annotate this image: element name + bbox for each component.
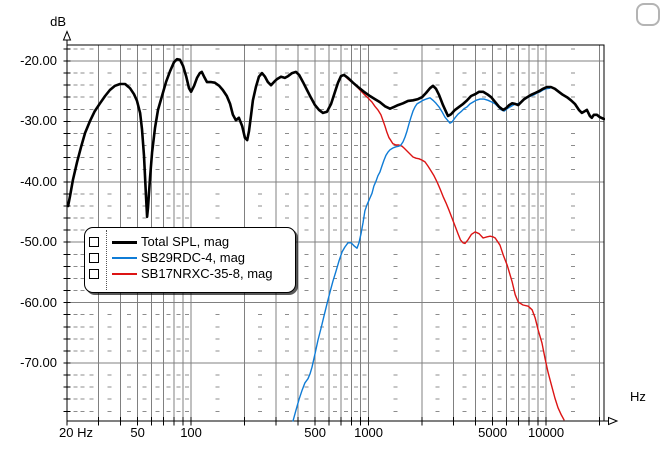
legend-checkbox-sb17nrxc-35-8[interactable] [89, 269, 99, 279]
x-tick-label: 500 [304, 425, 326, 440]
y-axis-unit-label: dB [50, 14, 66, 29]
y-tick-label: -70.00 [20, 355, 57, 370]
y-tick-label: -60.00 [20, 294, 57, 310]
legend-row-sb29rdc-4: SB29RDC-4, mag [85, 250, 295, 266]
x-tick-label: 10000 [527, 425, 565, 440]
legend-label-total-spl: Total SPL, mag [141, 234, 230, 249]
x-tick-label: 1000 [354, 425, 384, 440]
x-tick-label: 5000 [478, 425, 508, 440]
legend-label-sb29rdc-4: SB29RDC-4, mag [141, 250, 246, 265]
legend-label-sb17nrxc-35-8: SB17NRXC-35-8, mag [141, 266, 273, 281]
legend-box: Total SPL, mag SB29RDC-4, mag SB17NRXC-35-… [84, 227, 296, 293]
y-tick-label: -30.00 [20, 113, 57, 129]
legend-line-sample-sb17nrxc-35-8 [112, 273, 137, 275]
corner-widget[interactable] [636, 3, 660, 26]
legend-line-sample-total-spl [112, 240, 137, 244]
x-axis-unit-label: Hz [630, 389, 646, 404]
legend-separator-line [106, 230, 107, 290]
legend-row-sb17nrxc-35-8: SB17NRXC-35-8, mag [85, 266, 295, 282]
legend-checkbox-sb29rdc-4[interactable] [89, 253, 99, 263]
y-tick-label: -20.00 [20, 53, 57, 68]
x-tick-label: 20 Hz [59, 425, 93, 440]
legend-row-total-spl: Total SPL, mag [85, 234, 295, 250]
legend-checkbox-total-spl[interactable] [89, 237, 99, 247]
y-tick-label: -40.00 [20, 173, 57, 189]
y-tick-label: -50.00 [20, 234, 57, 250]
x-tick-label: 100 [180, 425, 202, 440]
x-tick-label: 50 [130, 425, 145, 440]
legend-line-sample-sb29rdc-4 [112, 257, 137, 259]
